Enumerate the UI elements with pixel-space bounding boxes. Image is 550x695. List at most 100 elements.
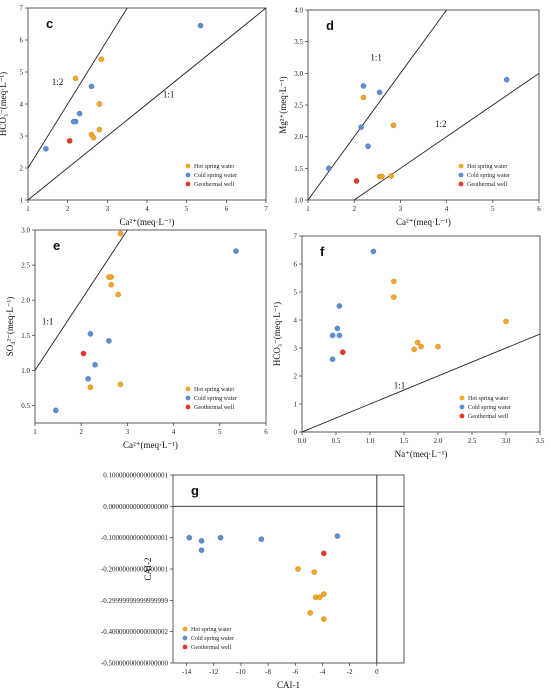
legend-marker-cold	[458, 172, 464, 178]
legend-label-well: Geothermal well	[467, 182, 507, 188]
data-point-cold	[85, 375, 92, 382]
y-tick-label: 7	[294, 233, 298, 241]
x-tick-label: 6	[537, 205, 541, 213]
y-tick-label: 3.0	[21, 227, 30, 235]
legend-marker-well	[185, 181, 191, 187]
data-point-cold	[334, 533, 341, 539]
reference-line	[28, 8, 128, 169]
data-point-hot	[295, 566, 301, 572]
panel-label-e: e	[53, 238, 60, 253]
x-axis-label: Ca²⁺(meq·L⁻¹)	[396, 217, 451, 227]
ratio-label: 1:2	[435, 119, 447, 129]
x-tick-label: -6	[292, 668, 298, 676]
data-point-cold	[198, 537, 205, 544]
data-point-cold	[329, 356, 336, 363]
x-tick-label: 3	[399, 205, 403, 213]
data-point-hot	[435, 343, 441, 350]
legend-label-well: Geothermal well	[191, 645, 231, 651]
y-tick-label: 1	[20, 197, 24, 205]
y-tick-label: -0.50000000000000000	[101, 660, 169, 668]
x-tick-label: 3	[126, 428, 130, 436]
y-tick-label: 4.0	[294, 7, 303, 15]
legend-label-well: Geothermal well	[194, 182, 234, 188]
y-tick-label: 3.0	[294, 70, 303, 78]
legend-marker-well	[185, 404, 191, 410]
y-tick-label: 2.0	[294, 133, 303, 141]
y-tick-label: 2.5	[294, 102, 303, 110]
data-point-hot	[90, 134, 97, 141]
chart-panel-g: -14 -12 -10 -8 -6 -4 -2 0 -0.50000000000000000 -0…	[101, 472, 405, 690]
y-tick-label: 0.10000000000000001	[103, 472, 168, 480]
data-point-cold	[198, 547, 205, 554]
x-tick-label: 4	[445, 205, 449, 213]
x-tick-label: 5	[185, 205, 189, 213]
data-point-hot	[307, 609, 314, 616]
data-point-cold	[87, 330, 94, 337]
data-point-cold	[336, 332, 343, 339]
data-point-cold	[106, 337, 112, 344]
y-tick-label: 2.0	[21, 297, 30, 305]
legend-marker-cold	[459, 404, 465, 410]
x-tick-label: 0.0	[298, 437, 307, 445]
legend-label-cold: Cold spring water	[468, 405, 511, 411]
chart-panel-d: 1 2 3 4 5 6 1.0 1.5 2.0 2.5 3.0 3.5 4.0 Ca²⁺(meq·L⁻¹)…	[278, 7, 541, 228]
data-point-hot	[72, 75, 79, 82]
data-point-cold	[258, 536, 265, 543]
plot-frame	[307, 9, 540, 201]
data-point-hot	[418, 343, 424, 350]
data-point-hot	[96, 101, 103, 107]
y-axis-label: SO₄²⁻(meq·L⁻¹)	[5, 297, 15, 357]
legend-marker-well	[458, 181, 464, 187]
legend-marker-hot	[459, 395, 465, 401]
legend-label-well: Geothermal well	[468, 414, 508, 420]
data-point-hot	[311, 569, 318, 576]
data-point-cold	[217, 534, 224, 541]
data-point-well	[80, 350, 87, 357]
x-tick-label: 0	[375, 668, 379, 676]
y-tick-label: 7	[20, 5, 24, 13]
data-point-hot	[108, 281, 115, 288]
x-tick-label: -8	[265, 668, 271, 676]
y-tick-label: 3	[20, 133, 24, 141]
legend-marker-hot	[185, 163, 191, 169]
data-point-cold	[360, 83, 367, 89]
data-point-cold	[503, 76, 510, 83]
plot-frame	[172, 474, 405, 664]
legend-label-cold: Cold spring water	[191, 636, 234, 642]
panel-label-d: d	[326, 18, 334, 33]
data-point-cold	[336, 303, 343, 309]
y-tick-label: 2	[20, 165, 24, 173]
y-tick-label: 6	[20, 37, 24, 45]
ratio-label: 1:1	[394, 381, 406, 391]
x-tick-label: 1	[33, 428, 37, 436]
y-tick-label: 2	[294, 373, 298, 381]
x-tick-label: 3.0	[502, 437, 511, 445]
y-tick-label: -0.20000000000000001	[101, 566, 169, 574]
x-tick-label: 1	[26, 205, 30, 213]
data-point-hot	[360, 94, 367, 101]
y-tick-label: 1	[294, 401, 298, 409]
x-tick-label: -4	[320, 668, 326, 676]
y-tick-label: 4	[294, 317, 298, 325]
data-point-hot	[115, 291, 122, 298]
data-point-well	[66, 137, 73, 144]
x-tick-label: 0.5	[332, 437, 341, 445]
y-axis-label: HCO₃⁻(meq·L⁻¹)	[0, 72, 8, 136]
chart-panel-e: 1 2 3 4 5 6 0.5 1.0 1.5 2.0 2.5 3.0 Ca²⁺(meq·L⁻¹) SO₄…	[5, 227, 268, 451]
y-tick-label: 3	[294, 345, 298, 353]
ratio-label: 1:2	[52, 77, 64, 87]
legend-label-cold: Cold spring water	[467, 173, 510, 179]
y-tick-label: 1.5	[294, 165, 303, 173]
data-point-hot	[379, 173, 385, 180]
data-point-hot	[390, 122, 397, 129]
x-axis-label: CAI-1	[277, 680, 300, 690]
data-point-hot	[108, 274, 115, 280]
panel-label-f: f	[320, 244, 325, 259]
y-tick-label: -0.10000000000000001	[101, 534, 169, 542]
data-point-cold	[70, 118, 77, 125]
y-axis-label: CAI-2	[143, 558, 153, 581]
legend-label-hot: Hot spring water	[467, 164, 507, 170]
data-point-hot	[320, 616, 327, 623]
chart-panel-c: 1 2 3 4 5 6 7 1 2 3 4 5 6 7 Ca²⁺(meq·L⁻¹) HCO₃⁻(meq·L⁻¹…	[0, 5, 268, 228]
